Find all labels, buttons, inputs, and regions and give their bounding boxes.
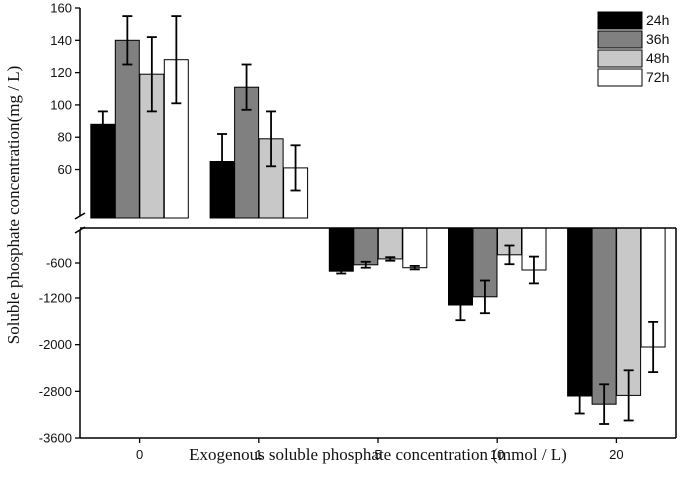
- legend-swatch-48h: [597, 49, 643, 68]
- bar-36h-20: [591, 227, 617, 405]
- legend-swatch-24h: [597, 11, 643, 30]
- y-tick--2800-label: -2800: [39, 384, 72, 399]
- x-tick-10-label: 10: [490, 447, 504, 462]
- y-tick-120-label: 120: [50, 65, 72, 80]
- bar-48h-20: [616, 227, 642, 396]
- legend-swatch-72h: [597, 68, 643, 87]
- x-axis-label: Exogenous soluble phosphate concentratio…: [189, 445, 567, 464]
- y-axis-label: Soluble phosphate concentration(mg / L): [4, 66, 23, 345]
- y-tick-60-label: 60: [58, 162, 72, 177]
- x-tick-1-label: 1: [255, 447, 262, 462]
- legend-label-48h: 48h: [646, 50, 669, 66]
- error-bars-layer: [97, 15, 659, 425]
- bar-24h-0: [90, 123, 116, 219]
- bar-24h-5: [328, 227, 354, 272]
- y-tick--600-label: -600: [46, 256, 72, 271]
- y-tick-100-label: 100: [50, 97, 72, 112]
- x-tick-0-label: 0: [136, 447, 143, 462]
- legend-label-24h: 24h: [646, 12, 669, 28]
- legend-swatch-36h: [597, 30, 643, 49]
- axis-break-mark-upper: [74, 212, 86, 220]
- bar-72h-0: [163, 59, 189, 219]
- x-tick-20-label: 20: [609, 447, 623, 462]
- bar-48h-5: [377, 227, 403, 260]
- y-tick--1200-label: -1200: [39, 291, 72, 306]
- bar-36h-0: [114, 39, 140, 219]
- bar-36h-5: [353, 227, 379, 266]
- axis-break-mark-lower: [74, 226, 86, 234]
- legend-label-36h: 36h: [646, 31, 669, 47]
- legend: 24h 36h 48h 72h: [597, 11, 669, 87]
- bar-24h-20: [567, 227, 593, 397]
- x-tick-5-label: 5: [374, 447, 381, 462]
- axes-layer: 6080100120140160-600-1200-2000-2800-3600…: [39, 1, 677, 462]
- y-tick-80-label: 80: [58, 130, 72, 145]
- y-tick--3600-label: -3600: [39, 431, 72, 446]
- y-tick-140-label: 140: [50, 33, 72, 48]
- legend-label-72h: 72h: [646, 69, 669, 85]
- y-tick-160-label: 160: [50, 1, 72, 16]
- bar-72h-5: [402, 227, 428, 269]
- y-tick--2000-label: -2000: [39, 337, 72, 352]
